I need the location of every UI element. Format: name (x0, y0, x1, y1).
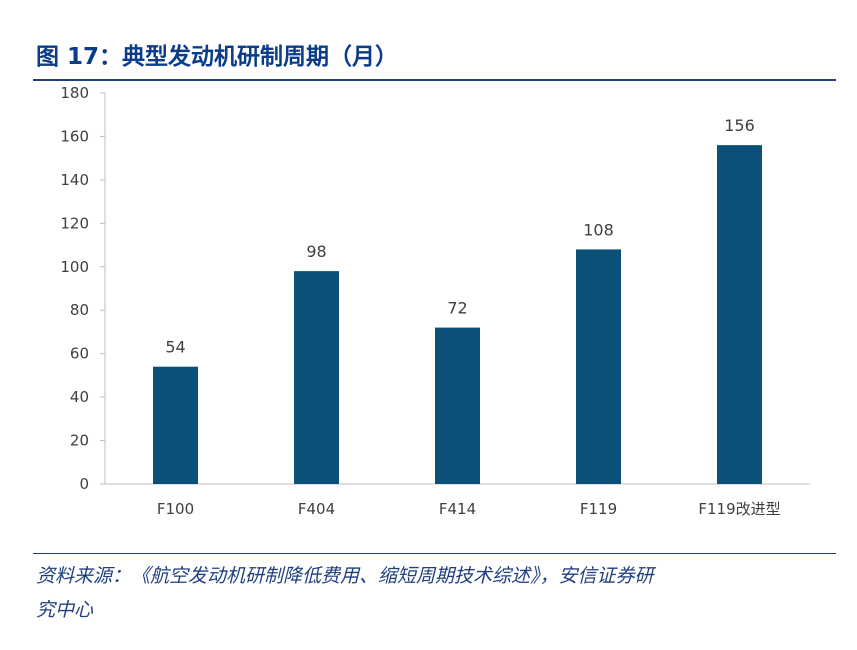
bar (435, 327, 480, 484)
y-tick-label: 0 (79, 475, 89, 493)
source-rule (33, 553, 836, 554)
figure-title: 图 17：典型发动机研制周期（月） (36, 44, 399, 70)
x-tick-label: F119改进型 (698, 500, 780, 518)
y-tick-label: 20 (70, 432, 89, 450)
data-label: 156 (724, 116, 755, 135)
bar (294, 271, 339, 484)
y-tick-label: 80 (70, 301, 89, 319)
data-label: 72 (447, 299, 467, 318)
source-note: 资料来源：《航空发动机研制降低费用、缩短周期技术综述》，安信证券研 究中心 (36, 559, 836, 627)
source-line-1: 资料来源：《航空发动机研制降低费用、缩短周期技术综述》，安信证券研 (36, 565, 654, 587)
x-tick-label: F100 (157, 500, 194, 518)
bar-chart: 0 20 40 60 80 100 120 140 160 180 54 98 72 108 156 F1… (60, 84, 810, 518)
title-rule (33, 79, 836, 81)
bar (717, 145, 762, 484)
x-tick-label: F414 (439, 500, 476, 518)
bars (153, 145, 762, 484)
y-axis: 0 20 40 60 80 100 120 140 160 180 (60, 84, 106, 493)
y-tick-label: 140 (60, 171, 89, 189)
y-tick-label: 100 (60, 258, 89, 276)
bar (576, 249, 621, 484)
x-tick-label: F119 (580, 500, 617, 518)
y-tick-label: 160 (60, 127, 89, 145)
data-label: 54 (165, 338, 185, 357)
data-label: 98 (306, 242, 326, 261)
y-tick-label: 60 (70, 345, 89, 363)
source-line-2: 究中心 (36, 599, 94, 621)
y-tick-label: 40 (70, 388, 89, 406)
y-tick-label: 120 (60, 214, 89, 232)
x-tick-labels: F100 F404 F414 F119 F119改进型 (157, 500, 781, 518)
data-label: 108 (583, 220, 614, 239)
bar (153, 366, 198, 484)
x-tick-label: F404 (298, 500, 335, 518)
data-labels: 54 98 72 108 156 (165, 116, 754, 357)
y-tick-label: 180 (60, 84, 89, 102)
